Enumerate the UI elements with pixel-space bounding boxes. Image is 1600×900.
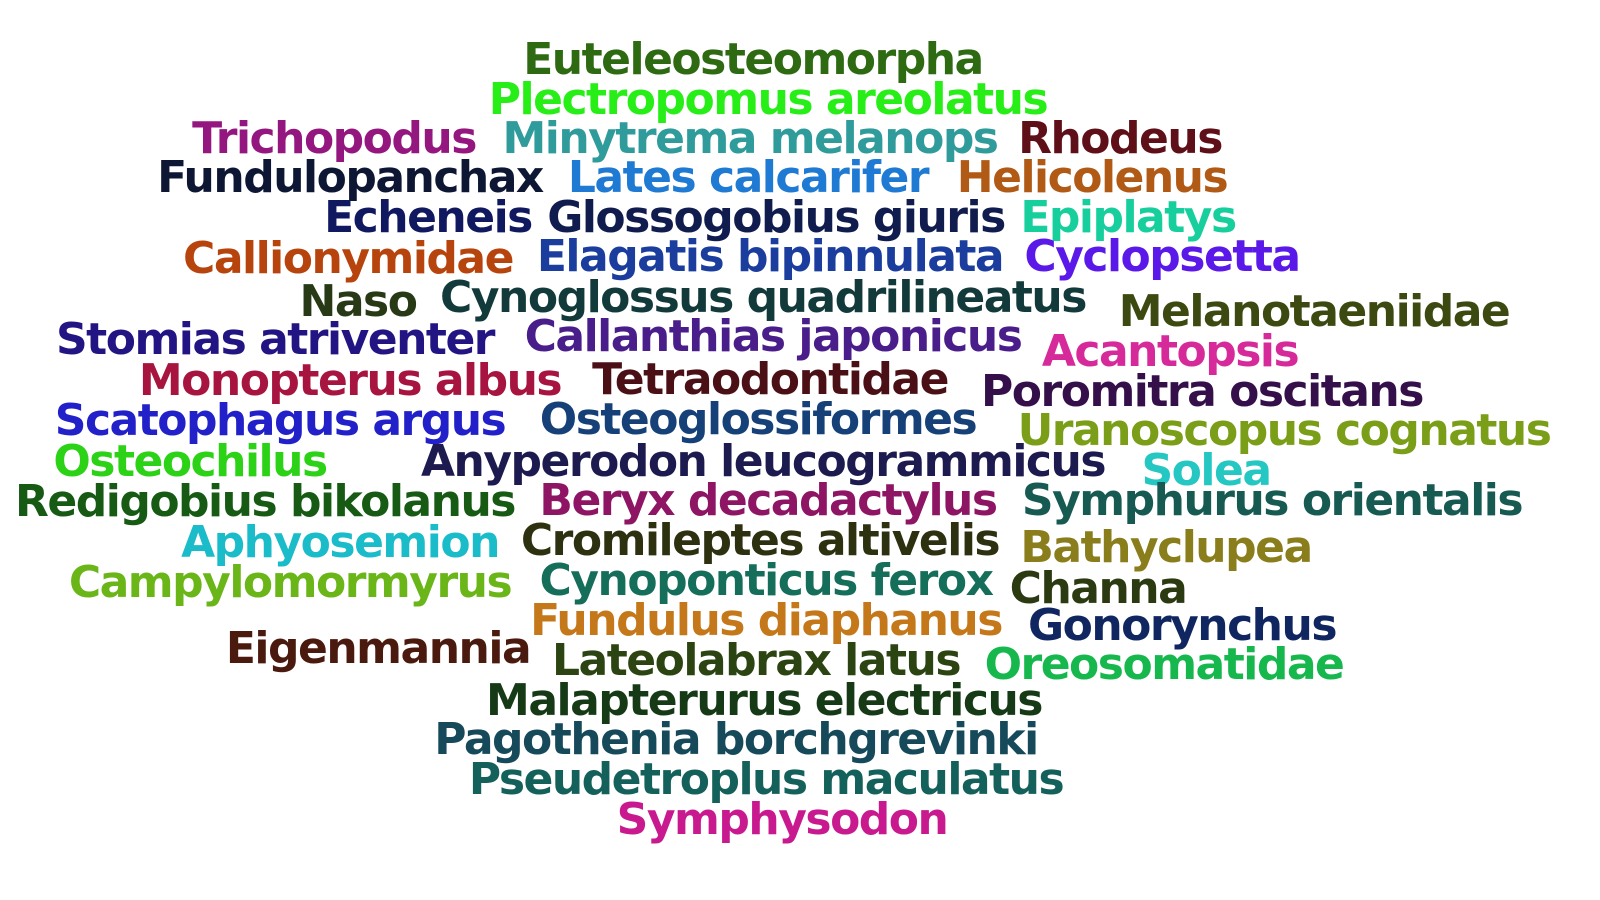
word-malapterurus-electricus: Malapterurus electricus — [486, 675, 1043, 726]
word-gonorynchus: Gonorynchus — [1027, 600, 1338, 651]
word-solea: Solea — [1141, 445, 1272, 496]
word-euteleosteomorpha: Euteleosteomorpha — [523, 34, 984, 85]
word-tetraodontidae: Tetraodontidae — [592, 354, 949, 405]
word-helicolenus: Helicolenus — [956, 152, 1229, 203]
word-beryx-decadactylus: Beryx decadactylus — [539, 475, 998, 526]
word-pseudetroplus-maculatus: Pseudetroplus maculatus — [468, 754, 1065, 805]
word-monopterus-albus: Monopterus albus — [138, 355, 563, 406]
word-epiplatys: Epiplatys — [1020, 192, 1237, 243]
word-stomias-atriventer: Stomias atriventer — [55, 314, 496, 365]
word-oreosomatidae: Oreosomatidae — [984, 639, 1345, 690]
word-redigobius-bikolanus: Redigobius bikolanus — [15, 476, 516, 527]
word-uranoscopus-cognatus: Uranoscopus cognatus — [1017, 405, 1552, 456]
word-fundulus-diaphanus: Fundulus diaphanus — [530, 595, 1003, 646]
word-symphurus-orientalis: Symphurus orientalis — [1021, 475, 1524, 526]
word-trichopodus: Trichopodus — [192, 113, 477, 164]
word-echeneis: Echeneis — [324, 192, 533, 243]
word-callanthias-japonicus: Callanthias japonicus — [524, 311, 1023, 362]
word-lateolabrax-latus: Lateolabrax latus — [551, 635, 962, 686]
word-plectropomus-areolatus: Plectropomus areolatus — [488, 74, 1049, 125]
word-scatophagus-argus: Scatophagus argus — [54, 395, 507, 446]
word-aphyosemion: Aphyosemion — [181, 517, 500, 568]
word-poromitra-oscitans: Poromitra oscitans — [981, 366, 1424, 417]
word-glossogobius-giuris: Glossogobius giuris — [547, 192, 1006, 243]
word-elagatis-bipinnulata: Elagatis bipinnulata — [536, 231, 1005, 282]
word-channa: Channa — [1009, 563, 1188, 614]
word-campylomormyrus: Campylomormyrus — [68, 557, 513, 608]
word-minytrema-melanops: Minytrema melanops — [502, 113, 999, 164]
word-lates-calcarifer: Lates calcarifer — [567, 152, 930, 203]
word-melanotaeniidae: Melanotaeniidae — [1118, 286, 1511, 337]
word-osteochilus: Osteochilus — [53, 436, 328, 487]
word-naso: Naso — [299, 276, 418, 327]
word-cynoglossus-quadrilineatus: Cynoglossus quadrilineatus — [440, 272, 1087, 323]
word-cyclopsetta: Cyclopsetta — [1024, 231, 1301, 282]
word-osteoglossiformes: Osteoglossiformes — [539, 394, 978, 445]
word-pagothenia-borchgrevinki: Pagothenia borchgrevinki — [434, 714, 1039, 765]
word-eigenmannia: Eigenmannia — [225, 623, 532, 674]
word-cromileptes-altivelis: Cromileptes altivelis — [520, 515, 1001, 566]
word-fundulopanchax: Fundulopanchax — [157, 152, 544, 203]
word-acantopsis: Acantopsis — [1041, 326, 1300, 377]
word-rhodeus: Rhodeus — [1018, 113, 1223, 164]
word-symphysodon: Symphysodon — [616, 794, 949, 845]
word-anyperodon-leucogrammicus: Anyperodon leucogrammicus — [420, 436, 1107, 487]
word-bathyclupea: Bathyclupea — [1020, 522, 1313, 573]
word-cynoponticus-ferox: Cynoponticus ferox — [539, 555, 994, 606]
word-callionymidae: Callionymidae — [183, 233, 514, 284]
